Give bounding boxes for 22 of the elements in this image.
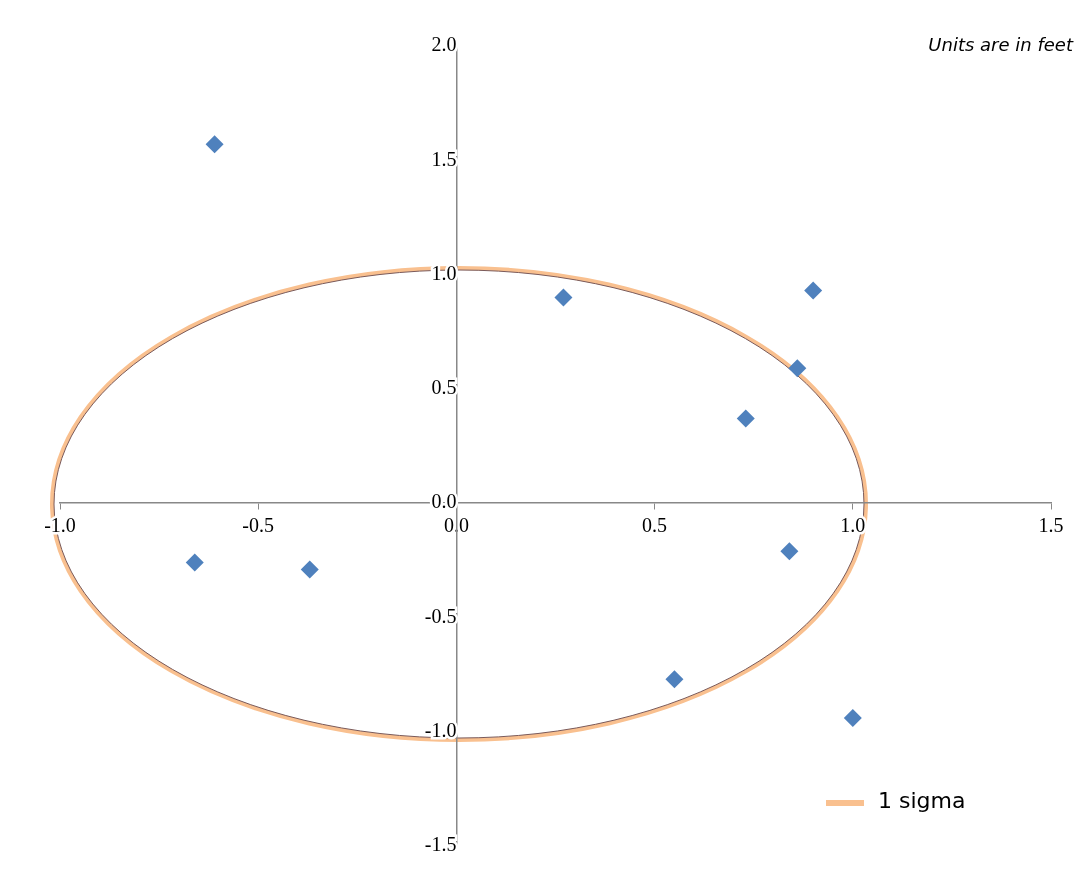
point (736, 409, 755, 428)
x-tick-label: 1.5 (1038, 514, 1064, 537)
y-tick-label: 1.5 (431, 147, 457, 170)
y-tick-label: 0.0 (431, 490, 457, 513)
point (300, 560, 319, 579)
point (804, 281, 823, 300)
y-tick-label: 2.0 (431, 33, 457, 56)
annotation: 1 sigma (878, 788, 966, 813)
y-tick-label: -1.5 (424, 833, 457, 856)
point (185, 553, 204, 572)
annotation: Units are in feet (928, 34, 1073, 55)
y-tick-label: -0.5 (424, 604, 457, 627)
point (554, 288, 573, 307)
point (205, 135, 224, 154)
point (780, 542, 799, 561)
point (843, 709, 862, 727)
point (665, 670, 684, 689)
x-tick-label: 0.5 (642, 514, 668, 537)
x-tick-label: -0.5 (242, 514, 275, 537)
point (788, 359, 807, 378)
y-tick-label: -1.0 (424, 718, 457, 741)
y-tick-label: 0.5 (431, 376, 457, 399)
